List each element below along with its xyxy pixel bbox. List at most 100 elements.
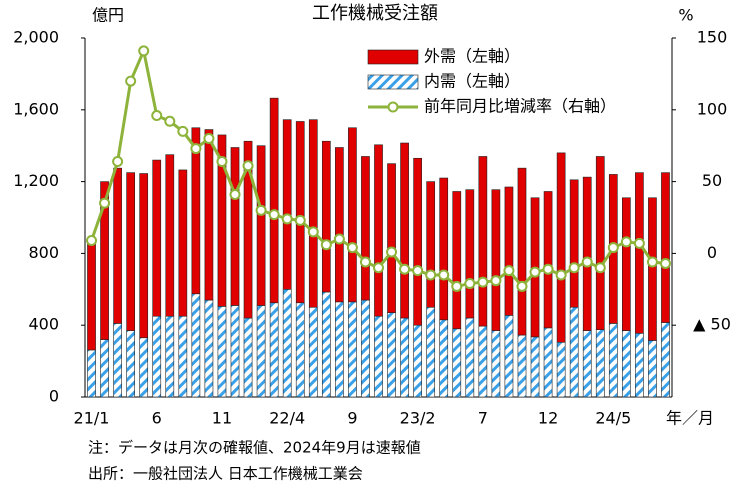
line-marker [138,45,150,57]
bar-domestic [530,336,540,398]
bar-foreign [256,145,266,306]
line-marker [373,262,384,274]
bar-domestic [413,324,422,398]
bar-foreign [439,177,449,321]
line-marker [451,280,463,292]
bar-foreign [126,172,135,331]
y2-tick-label: 100 [697,99,728,118]
chart-title: 工作機械受注額 [312,3,438,24]
line-marker [177,125,189,137]
line-marker [555,269,567,281]
bar-domestic [543,327,553,398]
bar-domestic [243,317,253,398]
bar-foreign [465,189,475,319]
bar-domestic [230,305,240,398]
y-tick-label: 2,000 [13,28,59,47]
line-marker [529,266,541,278]
y-axis-label: 億円 [92,6,124,25]
bar-domestic [256,305,266,398]
x-tick-label: 9 [347,409,357,428]
bar-domestic [400,317,409,398]
line-marker [412,265,424,277]
bar-domestic [452,328,462,398]
line-marker [438,269,450,281]
line-marker [490,275,502,287]
bar-domestic [595,329,605,398]
legend: 外需（左軸） 内需（左軸） 前年同月比増減率（右軸） [367,47,616,116]
bar-domestic [126,330,135,398]
line-marker [542,263,554,275]
bar-foreign [491,189,501,331]
line-marker [594,262,606,274]
line-marker [99,197,111,209]
x-tick-label: 6 [152,409,162,428]
y-tick-label: 800 [28,243,59,262]
line-marker [620,236,632,248]
bar-domestic [648,340,657,398]
bar-foreign [478,156,488,327]
bar-foreign [348,127,357,303]
bar-foreign [269,97,279,304]
bar-domestic [478,325,488,398]
bar-foreign [622,197,631,331]
line-marker [477,276,489,288]
x-tick-label: 22/4 [269,409,305,428]
bar-foreign [335,147,344,303]
bar-foreign [178,169,188,317]
legend-swatch [367,49,419,65]
bar-domestic [295,302,305,398]
bar-foreign [139,173,149,339]
bar-foreign [165,154,175,317]
bar-foreign [100,181,109,340]
bar-foreign [374,144,383,317]
line-marker [190,143,202,155]
bar-domestic [178,315,188,398]
line-marker [112,155,124,167]
bar-foreign [387,163,396,313]
bar-foreign [113,167,122,324]
line-marker [568,262,580,274]
line-marker [646,256,658,268]
line-marker [399,263,411,275]
line-marker [607,242,619,254]
x-tick-label: 23/2 [400,409,436,428]
bar-domestic [556,341,566,398]
line-marker [307,226,319,238]
bar-foreign [635,172,644,334]
line-marker [164,115,176,127]
bar-domestic [622,330,631,398]
bar-domestic [100,339,109,398]
x-tick-label: 11 [212,409,232,428]
line-marker [516,280,528,292]
bar-foreign [543,191,553,329]
line-marker [242,160,254,172]
bar-foreign [452,191,462,330]
line-marker [659,257,671,269]
bar-foreign [648,197,657,341]
bar-domestic [321,291,331,398]
bar-foreign [361,156,370,301]
note: 注：データは月次の確報値、2024年9月は速報値 [88,439,421,457]
y-tick-label: 1,600 [13,99,59,118]
x-tick-label: 7 [478,409,488,428]
line-marker [151,110,163,122]
x-tick-label: 24/5 [595,409,631,428]
bar-domestic [517,334,527,398]
note: 出所：一般社団法人 日本工作機械工業会 [88,465,363,483]
bar-foreign [243,140,253,319]
bar-foreign [582,176,592,331]
bar-domestic [361,299,370,398]
bar-domestic [348,301,357,398]
legend-label: 外需（左軸） [424,47,520,66]
bar-foreign [569,179,579,308]
bar-domestic [335,301,344,398]
bar-domestic [87,349,96,398]
bar-domestic [635,332,644,398]
bar-foreign [282,119,292,290]
legend-swatch [367,74,419,90]
x-tick-label: 21/1 [74,409,110,428]
line-marker [86,234,98,246]
y2-axis-label: % [678,6,693,25]
bar-foreign [295,121,305,304]
